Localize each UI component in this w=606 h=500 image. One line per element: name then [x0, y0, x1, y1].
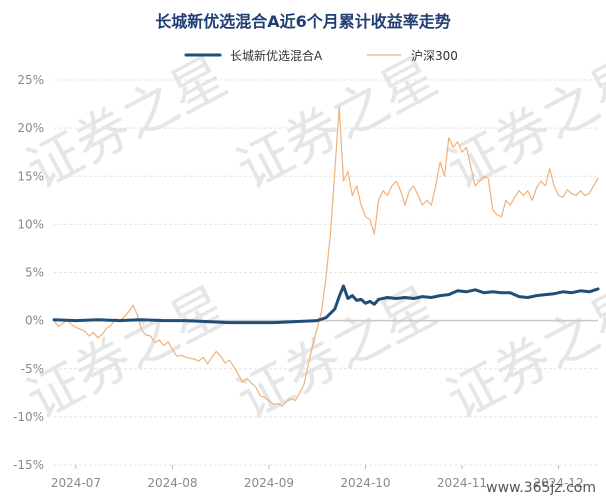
y-tick-label: -5%: [21, 362, 44, 376]
series-line-benchmark: [53, 106, 599, 407]
x-tick-label: 2024-10: [340, 476, 390, 490]
x-tick-label: 2024-11: [437, 476, 487, 490]
y-tick-label: -15%: [13, 458, 44, 472]
y-tick-label: 15%: [17, 169, 44, 183]
x-tick-label: 2024-07: [51, 476, 101, 490]
y-tick-label: 5%: [25, 266, 44, 280]
y-tick-label: 10%: [17, 217, 44, 231]
watermark-glyph: 证券之星: [227, 44, 447, 201]
watermark-url: www.365jz.com: [486, 480, 596, 496]
watermark-glyph: 证券之星: [437, 44, 606, 201]
x-tick-label: 2024-12: [533, 476, 583, 490]
y-axis-ticks: -15% -10% -5% 0% 5% 10% 15% 20% 25%: [13, 73, 44, 472]
series-lines: [52, 106, 600, 407]
x-tick-label: 2024-08: [147, 476, 197, 490]
y-tick-label: 20%: [17, 121, 44, 135]
y-tick-label: 0%: [25, 314, 44, 328]
legend-item-benchmark-label: 沪深300: [411, 49, 458, 63]
watermark-glyph: 证券之星: [17, 274, 237, 431]
watermark-glyph: 证券之星: [17, 44, 237, 201]
y-tick-label: 25%: [17, 73, 44, 87]
x-axis-ticks: 2024-07 2024-08 2024-09 2024-10 2024-11 2024-…: [51, 465, 584, 490]
legend: 长城新优选混合A 沪深300: [184, 48, 458, 63]
y-tick-label: -10%: [13, 410, 44, 424]
chart-title: 长城新优选混合A近6个月累计收益率走势: [155, 12, 451, 31]
x-tick-label: 2024-09: [244, 476, 294, 490]
legend-item-fund-label: 长城新优选混合A: [230, 48, 323, 63]
series-line-fund: [52, 284, 600, 325]
